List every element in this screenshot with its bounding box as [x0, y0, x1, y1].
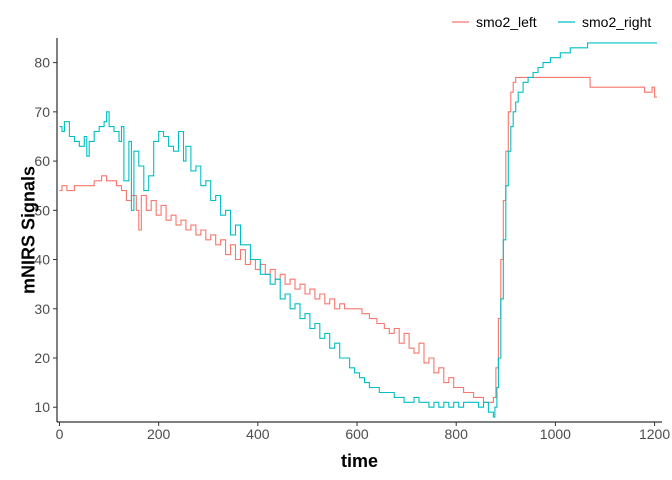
y-tick-label: 60 — [34, 153, 50, 169]
plot-lines — [59, 42, 657, 418]
x-tick-label: 1000 — [540, 426, 571, 442]
x-axis-title: time — [341, 451, 378, 471]
series-line-smo2_left — [59, 76, 657, 403]
y-tick-label: 20 — [34, 350, 50, 366]
y-tick-label: 70 — [34, 104, 50, 120]
y-tick-label: 80 — [34, 55, 50, 71]
y-ticks: 10 20 30 40 50 60 70 80 — [34, 55, 57, 415]
legend-label-smo2_right: smo2_right — [582, 14, 651, 30]
x-tick-label: 0 — [56, 426, 64, 442]
x-tick-label: 1200 — [639, 426, 670, 442]
y-axis-title: mNIRS Signals — [18, 166, 38, 294]
x-tick-label: 600 — [345, 426, 369, 442]
legend: smo2_left smo2_right — [452, 14, 651, 30]
x-tick-label: 200 — [147, 426, 171, 442]
x-tick-label: 800 — [445, 426, 469, 442]
legend-label-smo2_left: smo2_left — [476, 14, 537, 30]
y-tick-label: 40 — [34, 252, 50, 268]
series-line-smo2_right — [59, 42, 657, 418]
y-tick-label: 50 — [34, 202, 50, 218]
x-tick-label: 400 — [246, 426, 270, 442]
y-tick-label: 10 — [34, 399, 50, 415]
y-tick-label: 30 — [34, 301, 50, 317]
x-ticks: 0 200 400 600 800 1000 1200 — [56, 422, 670, 442]
